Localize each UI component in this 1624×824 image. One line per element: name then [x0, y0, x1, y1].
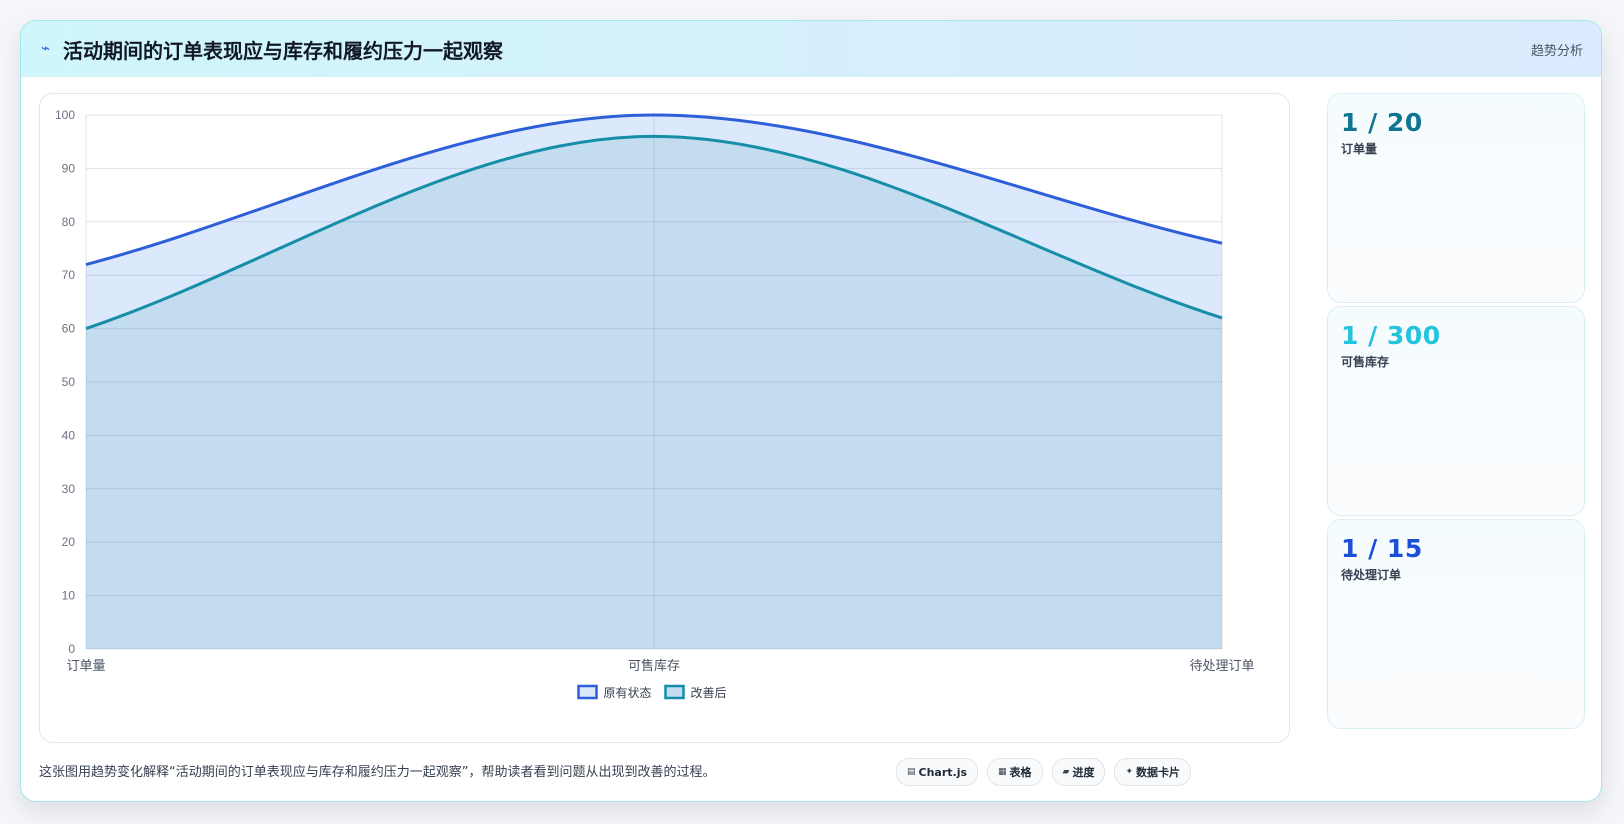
kpi-label: 可售库存 — [1341, 355, 1390, 369]
trend-icon: ⌁ — [41, 39, 51, 57]
chip-label: 表格 — [1009, 766, 1032, 779]
chart-panel: 0 10 20 30 40 50 60 70 80 90 100 订单量 可售库存 待处理订单原有状态 改善… — [39, 93, 1290, 743]
kpi-card-inventory: 1 / 300 可售库存 — [1327, 306, 1585, 516]
chip-label: 进度 — [1072, 766, 1095, 779]
y-tick-label: 0 — [68, 642, 75, 656]
kpi-label: 订单量 — [1341, 142, 1378, 156]
table-icon: ▦ — [998, 767, 1007, 777]
chip-chartjs[interactable]: ▤ Chart.js — [896, 758, 979, 786]
chart-icon: ▤ — [907, 767, 916, 777]
series-line-1 — [85, 134, 1223, 331]
chart-description: 这张图用趋势变化解释“活动期间的订单表现应与库存和履约压力一起观察”，帮助读者看… — [39, 765, 716, 780]
series-line-0 — [85, 113, 1223, 266]
x-tick-label: 待处理订单 — [1189, 659, 1254, 674]
chip-progress[interactable]: ▰ 进度 — [1051, 758, 1106, 786]
chip-label: Chart.js — [918, 765, 968, 779]
y-tick-label: 20 — [62, 535, 76, 549]
series-area-1 — [86, 136, 1222, 650]
y-tick-label: 10 — [62, 589, 76, 603]
tech-chips: ▤ Chart.js ▦ 表格 ▰ 进度 ✦ 数据卡片 — [896, 758, 1192, 786]
progress-icon: ▰ — [1062, 767, 1070, 777]
y-tick-label: 100 — [55, 108, 75, 122]
y-tick-label: 50 — [62, 375, 76, 389]
kpi-value: 1 / 20 — [1341, 108, 1423, 137]
dashboard-card: ⌁ 活动期间的订单表现应与库存和履约压力一起观察 趋势分析 0 10 20 30 40 5… — [20, 20, 1602, 802]
chip-table[interactable]: ▦ 表格 — [987, 758, 1043, 786]
chip-data-card[interactable]: ✦ 数据卡片 — [1114, 758, 1192, 786]
y-tick-label: 30 — [62, 482, 76, 496]
y-tick-label: 90 — [62, 161, 76, 175]
y-tick-label: 40 — [62, 428, 76, 442]
category-tag: 趋势分析 — [1530, 44, 1583, 59]
legend-swatch-1 — [664, 684, 685, 700]
legend-swatch-0 — [577, 684, 598, 700]
legend-label-0: 原有状态 — [604, 686, 652, 700]
y-tick-label: 60 — [62, 322, 76, 336]
card-header: ⌁ 活动期间的订单表现应与库存和履约压力一起观察 趋势分析 — [21, 21, 1601, 77]
page-title: 活动期间的订单表现应与库存和履约压力一起观察 — [63, 39, 503, 63]
kpi-card-pending: 1 / 15 待处理订单 — [1327, 519, 1585, 729]
kpi-card-orders: 1 / 20 订单量 — [1327, 93, 1585, 303]
y-tick-label: 70 — [62, 268, 76, 282]
x-tick-label: 订单量 — [66, 659, 105, 674]
chip-label: 数据卡片 — [1136, 766, 1181, 779]
kpi-value: 1 / 15 — [1341, 534, 1423, 563]
kpi-label: 待处理订单 — [1341, 568, 1402, 582]
kpi-value: 1 / 300 — [1341, 321, 1441, 350]
y-tick-label: 80 — [62, 215, 76, 229]
x-tick-label: 可售库存 — [628, 658, 680, 674]
sparkle-icon: ✦ — [1125, 767, 1134, 777]
legend-label-1: 改善后 — [691, 685, 727, 700]
